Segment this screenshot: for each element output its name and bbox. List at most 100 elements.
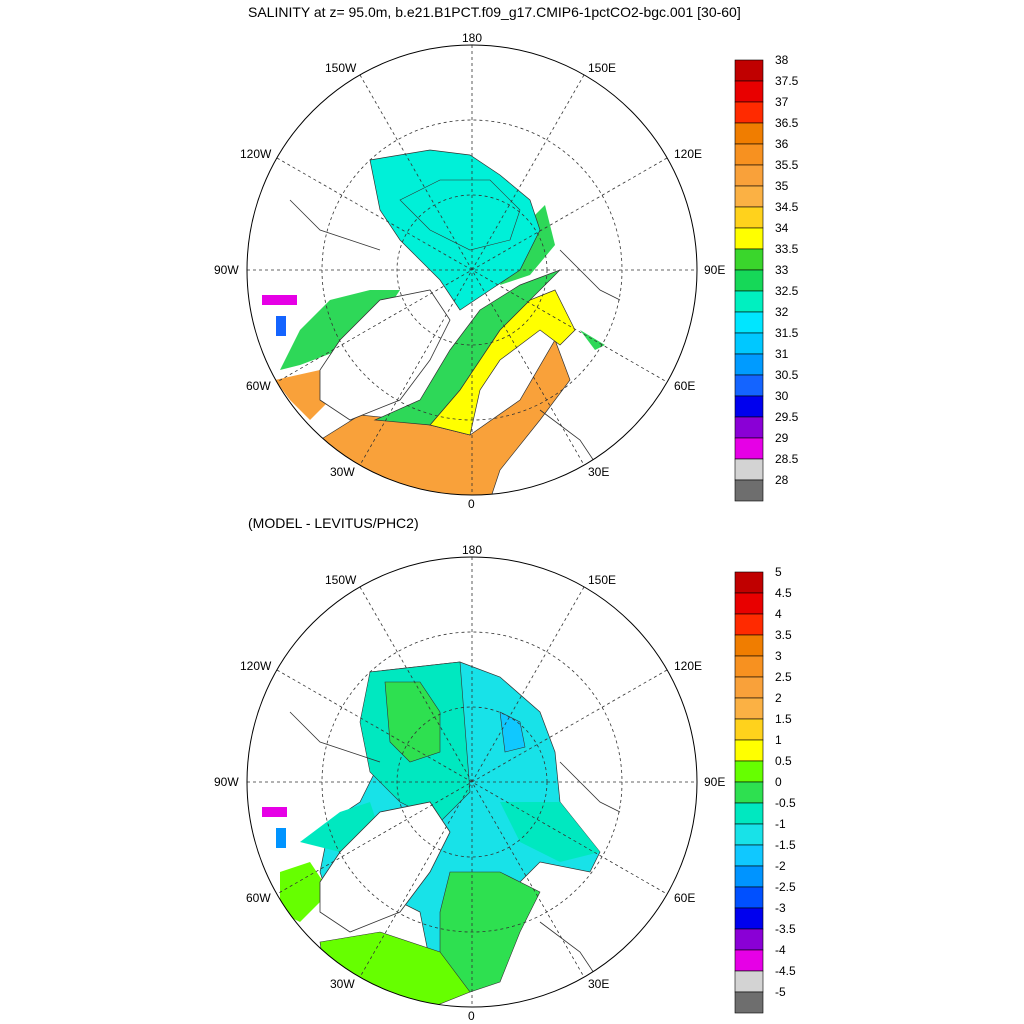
graticule bbox=[247, 45, 697, 495]
label-120e: 120E bbox=[674, 659, 702, 673]
colorbar-label: -4.5 bbox=[775, 964, 796, 978]
colorbar-label: 0.5 bbox=[775, 754, 792, 768]
panel1-title: SALINITY at z= 95.0m, b.e21.B1PCT.f09_g1… bbox=[248, 4, 741, 20]
blue-patch bbox=[276, 316, 286, 336]
salinity-panel: 180 0 90W 90E 150W 150E 120W 120E 60W 60… bbox=[214, 31, 799, 511]
colorbar-label: -1 bbox=[775, 817, 786, 831]
colorbar-swatch bbox=[734, 332, 764, 355]
colorbar-swatch bbox=[734, 290, 764, 313]
colorbar-label: 37.5 bbox=[775, 74, 799, 88]
colorbar-label: 4 bbox=[775, 607, 782, 621]
colorbar-label: -0.5 bbox=[775, 796, 796, 810]
colorbar-swatch bbox=[734, 655, 764, 678]
colorbar-swatch bbox=[734, 865, 764, 888]
label-0: 0 bbox=[468, 1009, 475, 1023]
greenland bbox=[319, 289, 451, 421]
colorbar-swatch bbox=[734, 991, 764, 1014]
label-90w: 90W bbox=[214, 263, 239, 277]
colorbar-label: 35.5 bbox=[775, 158, 799, 172]
colorbar-label: 3.5 bbox=[775, 628, 792, 642]
colorbar-swatch bbox=[734, 928, 764, 951]
label-90w: 90W bbox=[214, 775, 239, 789]
colorbar-swatch bbox=[734, 970, 764, 993]
map-border bbox=[246, 44, 698, 496]
colorbar-label: 36 bbox=[775, 137, 789, 151]
colorbar-swatch bbox=[734, 80, 764, 103]
label-60w: 60W bbox=[246, 891, 271, 905]
colorbar-label: 29 bbox=[775, 431, 789, 445]
colorbar-label: 38 bbox=[775, 53, 789, 67]
label-150w: 150W bbox=[325, 573, 357, 587]
colorbar-swatch bbox=[734, 697, 764, 720]
colorbar-label: 35 bbox=[775, 179, 789, 193]
colorbar-label: 37 bbox=[775, 95, 789, 109]
label-0: 0 bbox=[468, 497, 475, 511]
colorbar-label: 1.5 bbox=[775, 712, 792, 726]
green-atlantic bbox=[439, 871, 541, 993]
difference-panel: 180 0 90W 90E 150W 150E 120W 120E 60W 60… bbox=[0, 512, 1024, 1024]
colorbar-label: 4.5 bbox=[775, 586, 792, 600]
colorbar-swatch bbox=[734, 571, 764, 594]
label-120w: 120W bbox=[240, 147, 272, 161]
colorbar-label: -3.5 bbox=[775, 922, 796, 936]
label-30w: 30W bbox=[330, 465, 355, 479]
colorbar-swatch bbox=[734, 185, 764, 208]
colorbar-label: 33 bbox=[775, 263, 789, 277]
colorbar-label: -1.5 bbox=[775, 838, 796, 852]
colorbar-swatch bbox=[734, 122, 764, 145]
teal-kara bbox=[500, 802, 600, 862]
colorbar-label: 36.5 bbox=[775, 116, 799, 130]
colorbar-swatch bbox=[734, 143, 764, 166]
colorbar-swatch bbox=[734, 353, 764, 376]
salinity-colorbar: 38 37.5 37 36.5 36 35.5 35 34.5 34 33.5 33 32.5 32 31… bbox=[734, 53, 799, 502]
colorbar-swatch bbox=[734, 164, 764, 187]
difference-map: 180 0 90W 90E 150W 150E 120W 120E 60W 60… bbox=[214, 543, 796, 1023]
colorbar-label: -3 bbox=[775, 901, 786, 915]
label-120w: 120W bbox=[240, 659, 272, 673]
difference-colorbar: 5 4.5 4 3.5 3 2.5 2 1.5 1 0.5 0 -0.5 -1 -1.5 -2 -2.5 -3 -… bbox=[734, 565, 796, 1014]
colorbar-swatch bbox=[734, 823, 764, 846]
lime-labrador bbox=[280, 862, 330, 922]
colorbar-swatch bbox=[734, 949, 764, 972]
colorbar-swatch bbox=[734, 676, 764, 699]
colorbar-swatch bbox=[734, 613, 764, 636]
green-kara bbox=[580, 330, 605, 350]
blue-patch-arctic bbox=[499, 711, 526, 753]
colorbar-swatch bbox=[734, 206, 764, 229]
colorbar-swatch bbox=[734, 479, 764, 502]
colorbar-label: 28 bbox=[775, 473, 789, 487]
colorbar-label: 32 bbox=[775, 305, 789, 319]
label-150w: 150W bbox=[325, 61, 357, 75]
colorbar-label: 0 bbox=[775, 775, 782, 789]
colorbar-swatch bbox=[734, 101, 764, 124]
colorbar-swatch bbox=[734, 59, 764, 82]
label-180: 180 bbox=[462, 31, 482, 45]
colorbar-label: 2 bbox=[775, 691, 782, 705]
colorbar-swatch bbox=[734, 718, 764, 741]
colorbar-label: -5 bbox=[775, 985, 786, 999]
colorbar-swatch bbox=[734, 227, 764, 250]
magenta-patch bbox=[262, 807, 287, 817]
colorbar-swatch bbox=[734, 374, 764, 397]
label-60e: 60E bbox=[674, 891, 695, 905]
colorbar-swatch bbox=[734, 592, 764, 615]
colorbar-swatch bbox=[734, 395, 764, 418]
colorbar-swatch bbox=[734, 437, 764, 460]
blue-patch bbox=[276, 828, 286, 848]
colorbar-swatch bbox=[734, 907, 764, 930]
orange-labrador bbox=[275, 370, 330, 420]
colorbar-swatch bbox=[734, 416, 764, 439]
label-90e: 90E bbox=[704, 775, 725, 789]
label-120e: 120E bbox=[674, 147, 702, 161]
colorbar-label: 29.5 bbox=[775, 410, 799, 424]
colorbar-swatch bbox=[734, 248, 764, 271]
colorbar-swatch bbox=[734, 781, 764, 804]
colorbar-label: 30 bbox=[775, 389, 789, 403]
colorbar-label: 32.5 bbox=[775, 284, 799, 298]
label-30w: 30W bbox=[330, 977, 355, 991]
colorbar-label: -4 bbox=[775, 943, 786, 957]
cyan-inner-contour bbox=[399, 179, 521, 251]
label-150e: 150E bbox=[588, 61, 616, 75]
colorbar-label: 3 bbox=[775, 649, 782, 663]
label-180: 180 bbox=[462, 543, 482, 557]
